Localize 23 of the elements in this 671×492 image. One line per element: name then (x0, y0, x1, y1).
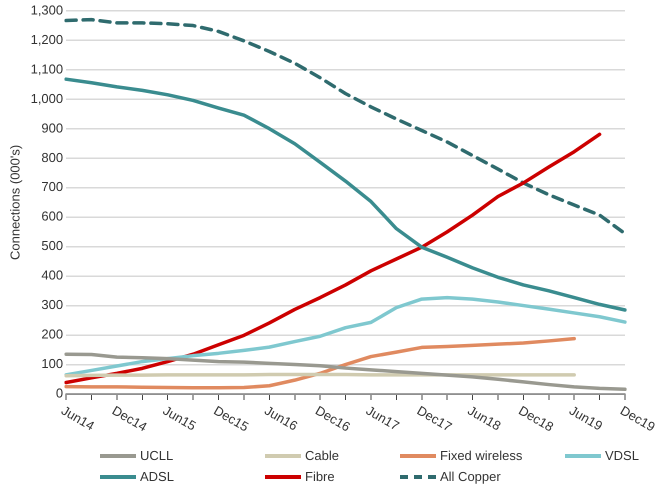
legend-label: UCLL (140, 448, 174, 463)
y-tick-label: 1,100 (30, 61, 64, 76)
y-tick-label: 1,000 (30, 90, 64, 106)
legend-label: Fibre (305, 469, 335, 484)
y-tick-label: 500 (41, 238, 64, 254)
legend-label: Cable (305, 448, 339, 463)
y-tick-label: 600 (41, 208, 64, 224)
y-tick-label: 0 (56, 386, 64, 401)
y-axis-title: Connections (000's) (7, 144, 22, 260)
y-tick-label: 200 (41, 326, 64, 342)
y-tick-label: 1,300 (30, 2, 64, 18)
y-tick-label: 400 (41, 268, 64, 283)
legend-label: Fixed wireless (440, 448, 522, 463)
y-tick-label: 800 (41, 150, 64, 165)
legend-label: ADSL (140, 469, 174, 484)
legend-label: VDSL (605, 448, 639, 463)
y-tick-label: 300 (41, 297, 64, 312)
y-tick-label: 700 (41, 179, 64, 194)
y-tick-label: 900 (41, 120, 64, 136)
legend-label: All Copper (440, 469, 501, 484)
y-tick-label: 100 (41, 356, 64, 372)
y-tick-label: 1,200 (30, 32, 64, 47)
line-series (64, 18, 627, 236)
